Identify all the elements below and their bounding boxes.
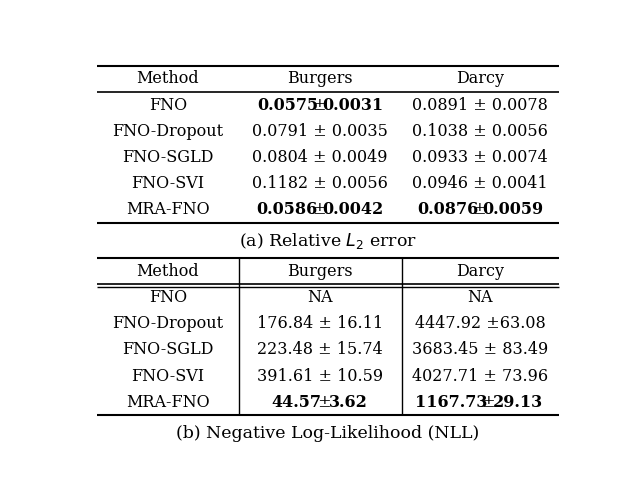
Text: FNO-SVI: FNO-SVI [131, 175, 205, 192]
Text: 0.0586: 0.0586 [257, 201, 318, 218]
Text: (a) Relative $L_2$ error: (a) Relative $L_2$ error [239, 230, 417, 251]
Text: 0.0059: 0.0059 [483, 201, 544, 218]
Text: MRA-FNO: MRA-FNO [126, 394, 210, 411]
Text: Method: Method [137, 263, 199, 280]
Text: FNO-SGLD: FNO-SGLD [122, 149, 214, 166]
Text: 391.61 ± 10.59: 391.61 ± 10.59 [257, 367, 383, 385]
Text: ±: ± [313, 394, 337, 411]
Text: NA: NA [468, 289, 493, 306]
Text: 44.57: 44.57 [271, 394, 321, 411]
Text: FNO: FNO [149, 96, 187, 114]
Text: Burgers: Burgers [287, 263, 353, 280]
Text: 0.0791 ± 0.0035: 0.0791 ± 0.0035 [252, 123, 388, 140]
Text: 0.1182 ± 0.0056: 0.1182 ± 0.0056 [252, 175, 388, 192]
Text: 3683.45 ± 83.49: 3683.45 ± 83.49 [412, 341, 548, 359]
Text: 0.0575: 0.0575 [257, 96, 318, 114]
Text: 0.0876: 0.0876 [417, 201, 478, 218]
Text: ±: ± [468, 201, 492, 218]
Text: ±: ± [308, 201, 332, 218]
Text: NA: NA [307, 289, 333, 306]
Text: (b) Negative Log-Likelihood (NLL): (b) Negative Log-Likelihood (NLL) [177, 424, 479, 441]
Text: FNO-Dropout: FNO-Dropout [113, 123, 223, 140]
Text: MRA-FNO: MRA-FNO [126, 201, 210, 218]
Text: 176.84 ± 16.11: 176.84 ± 16.11 [257, 315, 383, 332]
Text: 223.48 ± 15.74: 223.48 ± 15.74 [257, 341, 383, 359]
Text: ±: ± [308, 96, 332, 114]
Text: 4027.71 ± 73.96: 4027.71 ± 73.96 [412, 367, 548, 385]
Text: ±: ± [477, 394, 500, 411]
Text: FNO-Dropout: FNO-Dropout [113, 315, 223, 332]
Text: FNO-SGLD: FNO-SGLD [122, 341, 214, 359]
Text: FNO: FNO [149, 289, 187, 306]
Text: Darcy: Darcy [456, 70, 504, 88]
Text: FNO-SVI: FNO-SVI [131, 367, 205, 385]
Text: 0.1038 ± 0.0056: 0.1038 ± 0.0056 [412, 123, 548, 140]
Text: 29.13: 29.13 [492, 394, 543, 411]
Text: Method: Method [137, 70, 199, 88]
Text: 0.0031: 0.0031 [323, 96, 384, 114]
Text: 3.62: 3.62 [330, 394, 368, 411]
Text: 0.0933 ± 0.0074: 0.0933 ± 0.0074 [412, 149, 548, 166]
Text: 0.0891 ± 0.0078: 0.0891 ± 0.0078 [412, 96, 548, 114]
Text: 4447.92 ±63.08: 4447.92 ±63.08 [415, 315, 546, 332]
Text: 0.0042: 0.0042 [323, 201, 384, 218]
Text: 0.0804 ± 0.0049: 0.0804 ± 0.0049 [253, 149, 388, 166]
Text: 1167.73: 1167.73 [415, 394, 488, 411]
Text: Darcy: Darcy [456, 263, 504, 280]
Text: 0.0946 ± 0.0041: 0.0946 ± 0.0041 [412, 175, 548, 192]
Text: Burgers: Burgers [287, 70, 353, 88]
